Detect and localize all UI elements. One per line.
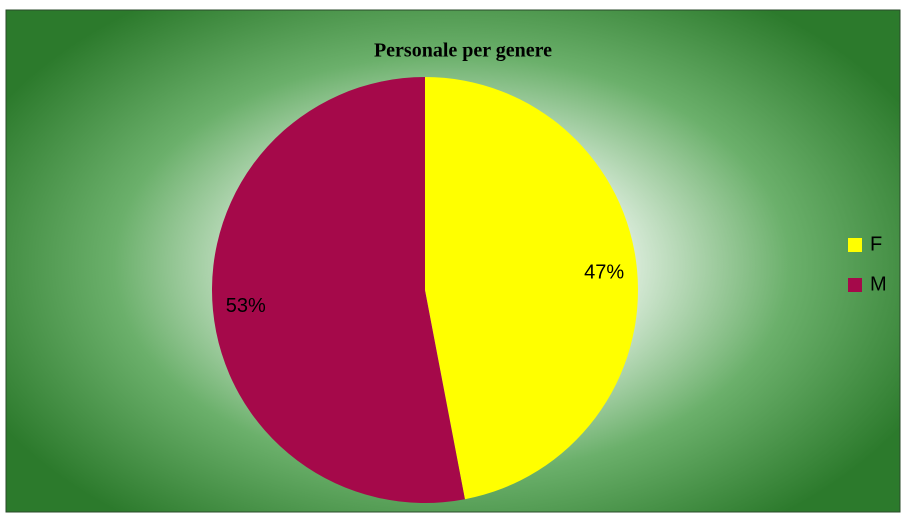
legend-label: M <box>870 273 887 295</box>
data-label: 53% <box>226 295 266 317</box>
pie-slice <box>425 77 638 500</box>
chart-title: Personale per genere <box>374 40 552 62</box>
legend-swatch <box>848 238 862 252</box>
pie-slice <box>211 77 465 503</box>
legend-label: F <box>870 233 882 255</box>
data-label: 47% <box>584 261 624 283</box>
legend-swatch <box>848 278 862 292</box>
